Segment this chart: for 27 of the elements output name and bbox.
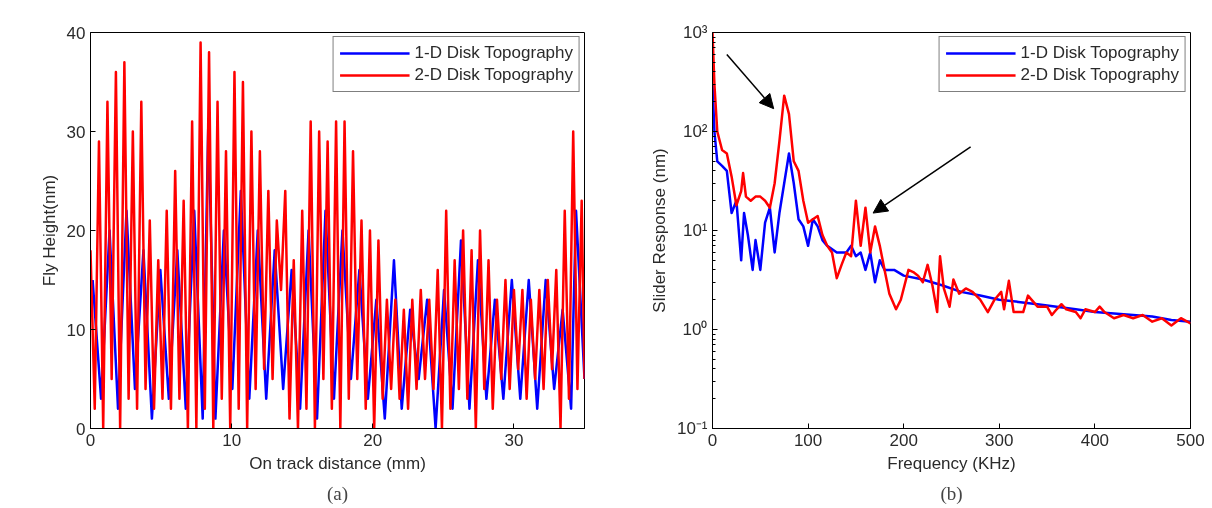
legend-label: 1-D Disk Topography	[1020, 43, 1179, 63]
y-tick-label: 10⁰	[682, 320, 708, 339]
x-tick-label: 400	[1080, 430, 1110, 450]
x-tick-label: 300	[985, 430, 1014, 450]
text: (a)	[326, 482, 349, 505]
y-tick-label: 40	[66, 23, 86, 43]
y-tick-label: 10³	[682, 23, 708, 42]
y-tick-label: 20	[66, 221, 86, 241]
y-axis-title: Slider Response (nm)	[649, 148, 669, 313]
y-tick-label: 10¹	[682, 221, 708, 240]
y-axis-title: Fly Height(nm)	[39, 174, 59, 287]
y-tick-label: 30	[66, 122, 86, 142]
legend-label: 2-D Disk Topography	[1020, 65, 1179, 85]
x-tick-label: 500	[1176, 430, 1205, 450]
x-axis-title: On track distance (mm)	[249, 453, 426, 473]
x-tick-label: 10	[222, 430, 242, 450]
y-tick-label: 10	[66, 320, 86, 340]
x-axis-title: Frequency (KHz)	[887, 453, 1016, 473]
y-tick-label: 10²	[682, 122, 708, 141]
x-tick-label: 20	[363, 430, 383, 450]
x-tick-label: 30	[504, 430, 524, 450]
x-tick-label: 100	[793, 430, 823, 450]
y-tick-label: 10⁻¹	[676, 419, 708, 438]
x-tick-label: 200	[889, 430, 918, 450]
legend-label: 1-D Disk Topography	[414, 43, 573, 63]
text: (b)	[940, 482, 963, 505]
legend-label: 2-D Disk Topography	[414, 65, 573, 85]
